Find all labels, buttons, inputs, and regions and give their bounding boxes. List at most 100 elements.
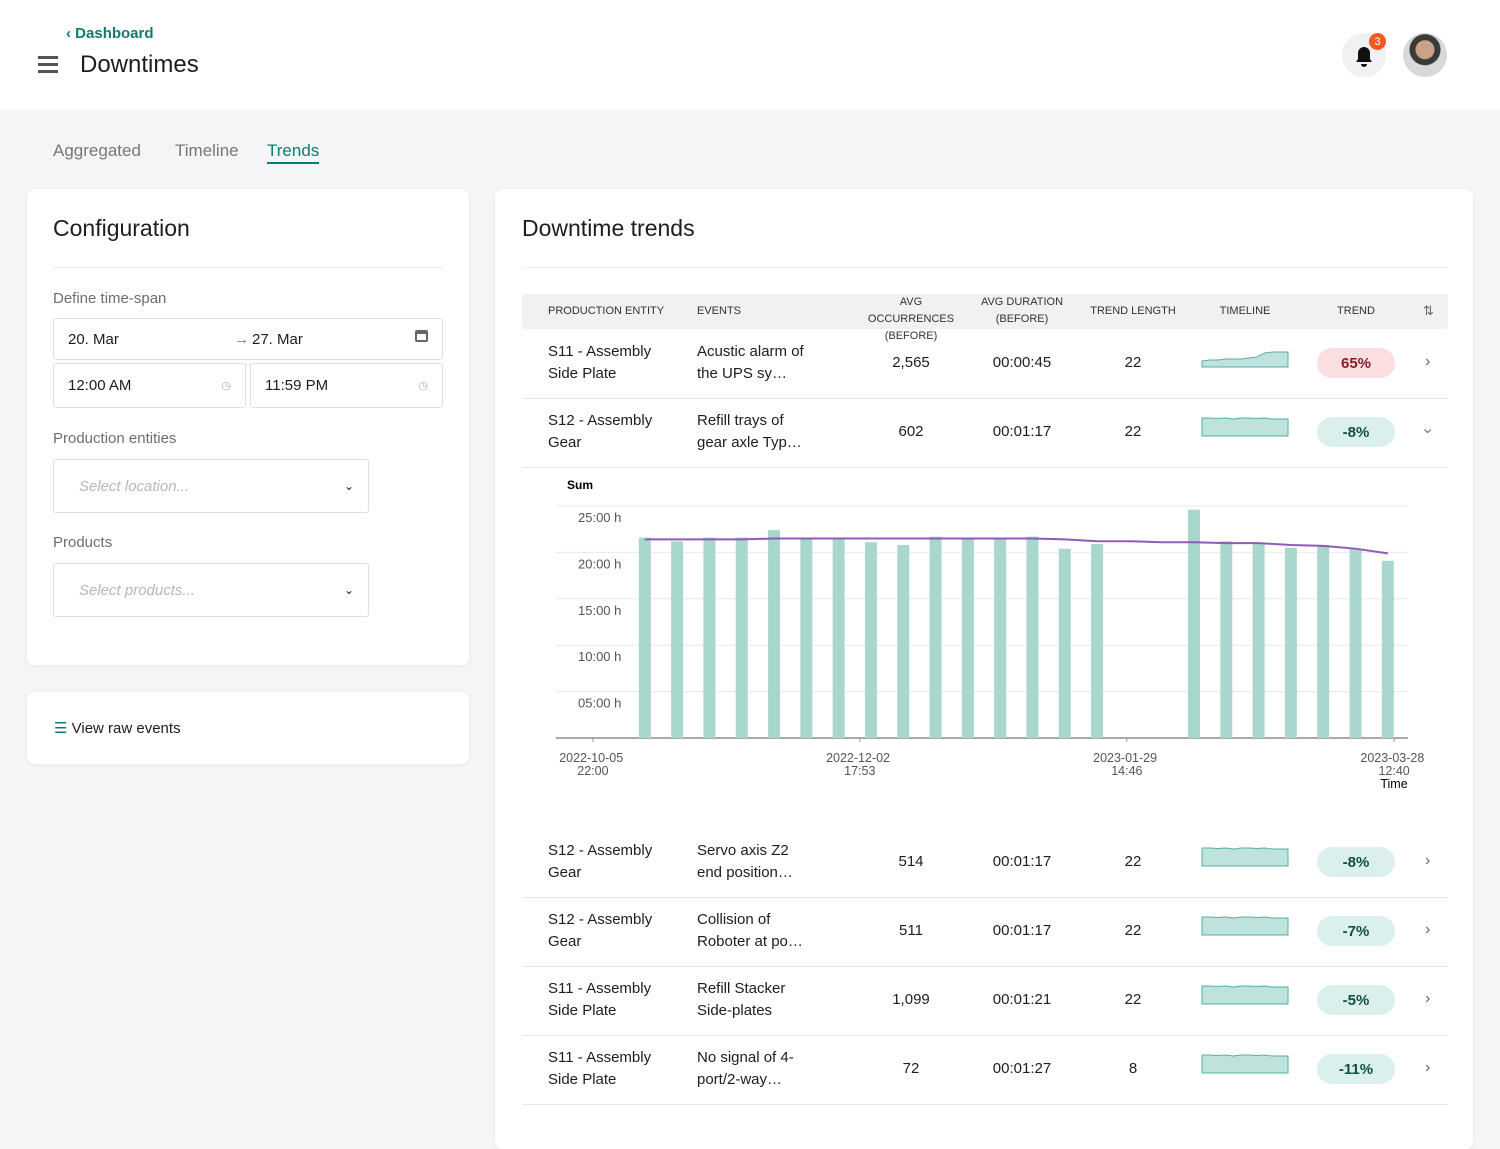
bar [768, 530, 781, 738]
time-to: 11:59 PM [265, 377, 329, 394]
bar [638, 537, 651, 738]
bar [1091, 544, 1104, 738]
bar [1252, 544, 1265, 738]
sparkline [1201, 351, 1289, 368]
column-header: AVG OCCURRENCES (BEFORE) [867, 296, 955, 342]
sparkline [1201, 985, 1289, 1005]
chevron[interactable]: › [1425, 921, 1431, 938]
chevron[interactable]: › [1425, 990, 1431, 1007]
sparkline [1201, 417, 1289, 437]
tab[interactable]: Timeline [175, 141, 239, 160]
y-tick-label: 15:00 h [578, 603, 621, 618]
cell-number: 1,099 [892, 991, 930, 1008]
bar [1026, 536, 1039, 738]
menu-icon[interactable] [38, 56, 58, 74]
trend-badge: -5% [1317, 985, 1395, 1015]
products-placeholder: Select products... [79, 581, 195, 599]
cell-number: 00:01:17 [992, 922, 1052, 939]
x-tick-label: 2023-01-29 14:46 [1093, 751, 1160, 778]
trends-card [495, 189, 1473, 1149]
cell-number: 511 [899, 922, 923, 939]
date-to: 27. Mar [252, 330, 303, 348]
trend-badge: 65% [1317, 348, 1395, 378]
back-text[interactable]: Dashboard [75, 25, 154, 42]
cell-number: 22 [1124, 423, 1142, 440]
timespan-label: Define time-span [53, 290, 167, 307]
y-tick-label: 05:00 h [578, 696, 621, 711]
entity: S11 - Assembly Side Plate [548, 1049, 652, 1088]
chevron[interactable]: › [1425, 353, 1431, 370]
row-separator [522, 398, 1448, 399]
entity: S11 - Assembly Side Plate [548, 343, 652, 382]
location-placeholder: Select location... [79, 477, 190, 495]
bar [1187, 509, 1200, 738]
time-to-field[interactable]: 11:59 PM ◷ [250, 363, 443, 408]
header [0, 0, 1500, 110]
sparkline [1201, 916, 1289, 936]
x-axis-label: Time [1380, 777, 1407, 791]
bar [1381, 560, 1394, 738]
raw-events-text[interactable]: View raw events [71, 720, 181, 737]
bar [735, 537, 748, 738]
bar [703, 537, 716, 738]
event: No signal of 4-port/2-way… [697, 1049, 794, 1088]
notification-badge: 3 [1369, 33, 1386, 50]
chevron[interactable]: › [1419, 428, 1437, 434]
cell-number: 2,565 [892, 354, 930, 371]
date-range[interactable]: 20. Mar → 27. Mar [53, 318, 443, 360]
products-select[interactable]: Select products... ⌄ [53, 563, 369, 617]
entity: S12 - Assembly Gear [548, 842, 653, 881]
table-header [522, 294, 1448, 329]
location-select[interactable]: Select location... ⌄ [53, 459, 369, 513]
settings-icon[interactable]: ⇅ [1423, 303, 1434, 318]
cell-number: 00:00:45 [992, 354, 1052, 371]
y-tick-label: 10:00 h [578, 649, 621, 664]
divider [522, 267, 1448, 268]
column-header: PRODUCTION ENTITY [548, 305, 665, 317]
bar [929, 536, 942, 738]
time-from-field[interactable]: 12:00 AM ◷ [53, 363, 246, 408]
cell-number: 22 [1124, 354, 1142, 371]
column-header: TIMELINE [1219, 305, 1271, 317]
x-tick-label: 2022-12-02 17:53 [826, 751, 893, 778]
avatar[interactable] [1403, 33, 1447, 77]
y-axis-label: Sum [567, 478, 593, 492]
raw-events-card[interactable] [27, 692, 469, 764]
sparkline [1201, 1054, 1289, 1074]
entity: S11 - Assembly Side Plate [548, 980, 652, 1019]
bar [832, 537, 845, 738]
tab[interactable]: Aggregated [53, 141, 141, 160]
entity: S12 - Assembly Gear [548, 412, 653, 451]
y-tick-label: 20:00 h [578, 556, 621, 571]
cell-number: 00:01:17 [992, 853, 1052, 870]
trend-badge: -11% [1317, 1054, 1395, 1084]
cell-number: 22 [1124, 853, 1142, 870]
bar [897, 544, 910, 738]
event: Refill trays of gear axle Typ… [697, 412, 802, 451]
cell-number: 514 [898, 853, 924, 870]
trend-badge: -8% [1317, 847, 1395, 877]
cell-number: 22 [1124, 922, 1142, 939]
column-header: TREND LENGTH [1090, 305, 1176, 317]
back-link[interactable]: ‹ Dashboard [66, 25, 154, 42]
cell-number: 00:01:21 [992, 991, 1052, 1008]
trend-badge: -8% [1317, 417, 1395, 447]
row-separator [522, 1035, 1448, 1036]
bar [864, 542, 877, 738]
trends-title: Downtime trends [522, 215, 695, 241]
raw-events-link[interactable]: ☰ View raw events [54, 720, 181, 737]
y-tick-label: 25:00 h [578, 510, 621, 525]
chevron[interactable]: › [1425, 852, 1431, 869]
chart: Sum 05:00 h 10:00 h 15:00 h 20:00 h 25:00 h 20… [556, 351, 1428, 1074]
bar [671, 541, 684, 738]
event: Collision of Roboter at po… [697, 911, 803, 950]
chevron[interactable]: › [1425, 1059, 1431, 1076]
bar [961, 539, 974, 738]
tab[interactable]: Trends [267, 141, 320, 164]
trend-badge: -7% [1317, 916, 1395, 946]
bar [1349, 548, 1362, 738]
cell-number: 00:01:27 [992, 1060, 1052, 1077]
time-from: 12:00 AM [68, 377, 132, 394]
bar [1317, 544, 1330, 738]
